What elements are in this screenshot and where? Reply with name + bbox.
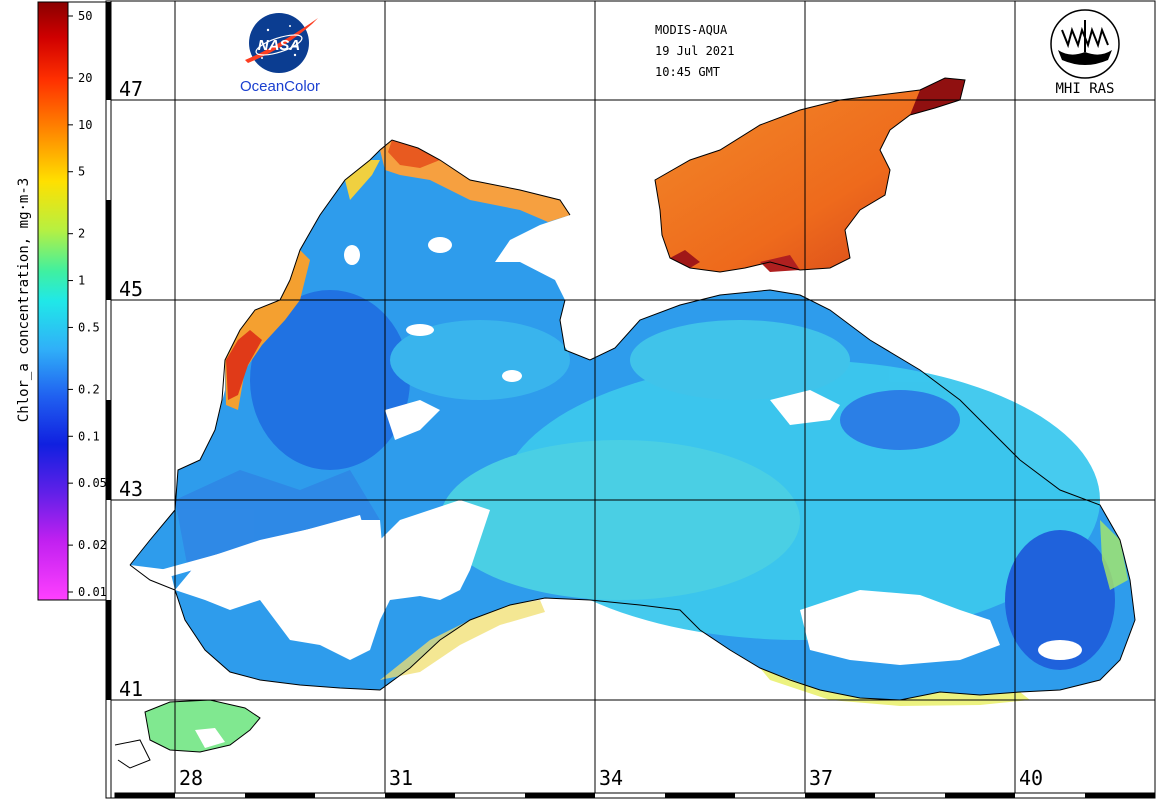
coast-south — [129, 459, 1136, 701]
mhi-base — [1058, 50, 1112, 65]
colorbar-tick-label: 5 — [78, 165, 85, 179]
crimean-shelf — [390, 320, 570, 400]
dnieper-plume-core — [388, 140, 440, 168]
colorbar-tick-label: 1 — [78, 274, 85, 288]
gap-s1 — [380, 500, 490, 620]
lon-label-34: 34 — [599, 766, 623, 790]
longitude-labels: 28 31 34 37 40 — [179, 766, 1043, 790]
nasa-logo: NASA OceanColor — [240, 13, 320, 95]
colorbar-tick-label: 0.1 — [78, 429, 100, 443]
eastern-eddy — [840, 390, 960, 450]
lon-label-28: 28 — [179, 766, 203, 790]
gap-stripe — [385, 400, 440, 440]
colorbar-title: Chlor_a concentration, mg·m-3 — [16, 178, 32, 422]
colorbar-tick-panel — [67, 1, 107, 601]
gap-n3 — [406, 324, 434, 336]
nasa-logo-text: NASA — [258, 37, 301, 54]
lat-label-41: 41 — [119, 677, 143, 701]
odessa-coast — [345, 160, 380, 200]
azov-water — [655, 78, 965, 272]
sea-of-marmara — [145, 700, 260, 752]
colorbar-tick-label: 50 — [78, 9, 92, 23]
lat-label-43: 43 — [119, 477, 143, 501]
taganrog-bay — [910, 78, 965, 115]
no-data-gaps — [160, 237, 1082, 665]
lon-label-31: 31 — [389, 766, 413, 790]
gap-se — [800, 590, 1000, 665]
colorbar-tick-label: 0.05 — [78, 476, 107, 490]
nasa-vector — [245, 18, 318, 63]
date-label: 19 Jul 2021 — [655, 44, 734, 58]
time-label: 10:45 GMT — [655, 65, 720, 79]
marmara-gap — [195, 728, 225, 748]
central-swirl — [440, 440, 800, 600]
colorbar-tick-label: 0.01 — [78, 585, 107, 599]
gap-n1 — [428, 237, 452, 253]
lat-label-45: 45 — [119, 277, 143, 301]
colorbar-tick-label: 0.02 — [78, 538, 107, 552]
colorbar-ticks: 50 20 10 5 2 1 0.5 0.2 0.1 0.05 0.02 0.01 — [68, 9, 107, 599]
colorbar-tick-label: 10 — [78, 118, 92, 132]
nasa-meatball — [249, 13, 309, 73]
coast-crimea-caucasus — [559, 289, 1021, 461]
sea-patterns — [175, 290, 1128, 706]
gap-n2 — [344, 245, 360, 265]
danube-plume-core — [226, 330, 262, 400]
south-coast-band — [760, 668, 1030, 706]
coast-aegean — [114, 739, 151, 769]
lon-label-40: 40 — [1019, 766, 1043, 790]
turkish-coast-band — [380, 600, 545, 680]
latitude-labels: 47 45 43 41 — [119, 77, 143, 701]
bottom-scale-bar — [114, 792, 1156, 799]
coast-north-west — [129, 139, 571, 566]
danube-plume — [225, 250, 310, 410]
azov-sw-corner — [670, 250, 700, 268]
gap-swath-line — [160, 515, 362, 578]
coast-marmara — [144, 699, 261, 753]
mhi-ras-label: MHI RAS — [1055, 81, 1114, 97]
colorbar-tick-label: 20 — [78, 71, 92, 85]
colorbar-tick-label: 0.2 — [78, 382, 100, 396]
mhi-ras-logo: MHI RAS — [1050, 9, 1120, 97]
sensor-label: MODIS-AQUA — [655, 23, 728, 37]
graticule — [106, 1, 1155, 798]
coastlines — [114, 77, 1136, 769]
lon-label-37: 37 — [809, 766, 833, 790]
western-gyre — [250, 290, 410, 470]
sea-of-azov — [655, 78, 965, 272]
left-scale-bar — [105, 0, 112, 799]
batumi-eddy — [1005, 530, 1115, 670]
lat-label-47: 47 — [119, 77, 143, 101]
colorbar-tick-label: 2 — [78, 227, 85, 241]
marmara-water — [145, 700, 260, 752]
gap-e2 — [1038, 640, 1082, 660]
nasa-orbit — [255, 34, 303, 56]
colorbar-tick-label: 0.5 — [78, 320, 100, 334]
image-header: MODIS-AQUA 19 Jul 2021 10:45 GMT — [655, 23, 734, 79]
north-east-sea — [630, 320, 850, 400]
colorbar: 50 20 10 5 2 1 0.5 0.2 0.1 0.05 0.02 0.01 Chlor_a c… — [16, 1, 107, 601]
oceancolor-label: OceanColor — [240, 78, 320, 95]
gap-n4 — [502, 370, 522, 382]
coast-azov — [654, 77, 966, 273]
east-coast-band — [1100, 520, 1128, 590]
colorbar-gradient — [37, 1, 69, 601]
